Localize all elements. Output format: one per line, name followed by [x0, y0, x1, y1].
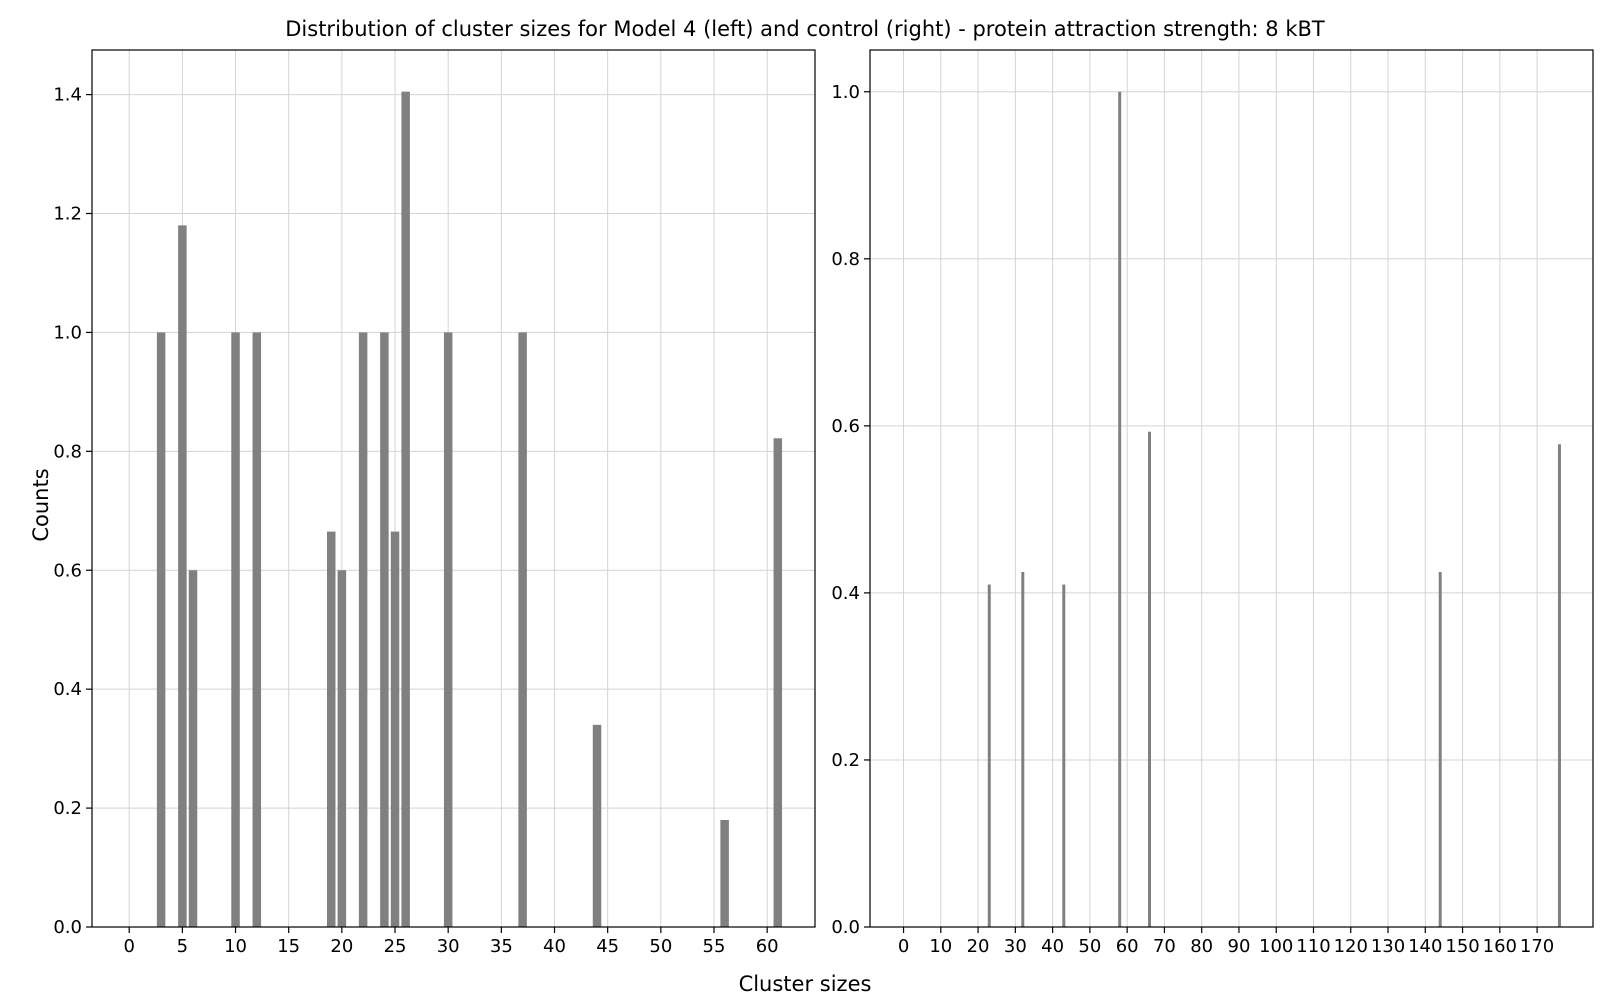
right-x-tick-label: 30: [1004, 936, 1027, 957]
right-x-tick-label: 80: [1190, 936, 1213, 957]
left-x-tick-label: 60: [756, 936, 779, 957]
right-x-tick-label: 70: [1153, 936, 1176, 957]
right-y-tick-label: 1.0: [831, 82, 860, 103]
left-axes-frame: [91, 49, 816, 928]
left-bar-5: [178, 225, 187, 927]
left-bar-25: [390, 531, 400, 927]
right-x-tick-label: 10: [929, 936, 952, 957]
left-x-tick-label: 5: [177, 936, 188, 957]
left-x-tick-label: 15: [277, 936, 300, 957]
left-bar-3: [156, 332, 166, 928]
left-x-tick-label: 0: [123, 936, 134, 957]
left-x-tick-label: 20: [330, 936, 353, 957]
right-y-tick-label: 0.0: [831, 917, 860, 938]
right-x-tick-label: 60: [1116, 936, 1139, 957]
left-bar-26: [401, 91, 410, 927]
left-y-tick-label: 0.4: [53, 679, 82, 700]
right-x-tick-label: 20: [967, 936, 990, 957]
left-panel: 0 5 10 15 20 25 30 35 40 45 50 55 60 0.0 0.2 0.4 0.6 0.8 1…: [53, 49, 816, 957]
right-x-tick-label: 140: [1408, 936, 1442, 957]
left-bar-10: [231, 332, 240, 928]
x-axis-label: Cluster sizes: [739, 972, 872, 996]
left-y-tick-label: 1.4: [53, 85, 82, 106]
figure-title: Distribution of cluster sizes for Model …: [285, 17, 1325, 41]
left-x-tick-label: 45: [596, 936, 619, 957]
right-x-tick-label: 160: [1483, 936, 1517, 957]
left-y-tick-label: 1.2: [53, 204, 82, 225]
right-bar-43: [1062, 584, 1066, 927]
left-y-tick-label: 1.0: [53, 322, 82, 343]
right-x-tick-label: 170: [1520, 936, 1554, 957]
right-x-tick-label: 90: [1228, 936, 1251, 957]
left-bar-6: [188, 570, 198, 927]
right-y-tick-label: 0.2: [831, 750, 860, 771]
right-bar-176: [1557, 444, 1561, 927]
right-y-tick-label: 0.6: [831, 416, 860, 437]
y-axis-label: Counts: [29, 468, 53, 541]
right-bar-58: [1118, 91, 1122, 927]
right-x-tick-label: 100: [1259, 936, 1293, 957]
left-x-tick-label: 55: [703, 936, 726, 957]
left-y-tick-label: 0.8: [53, 441, 82, 462]
left-bar-20: [337, 570, 347, 927]
left-x-tick-label: 10: [224, 936, 247, 957]
left-bar-12: [252, 332, 262, 928]
left-bar-22: [358, 332, 368, 928]
left-bar-44: [592, 724, 602, 927]
right-bar-144: [1438, 572, 1442, 927]
right-bar-66: [1148, 431, 1152, 927]
left-bar-30: [443, 332, 453, 928]
right-y-tick-label: 0.8: [831, 249, 860, 270]
left-y-tick-label: 0.6: [53, 560, 82, 581]
right-y-tick-label: 0.4: [831, 583, 860, 604]
right-x-tick-label: 110: [1296, 936, 1330, 957]
right-panel: 0 10 20 30 40 50 60 70 80 90 100 110 120 130 140 150 160…: [831, 49, 1594, 957]
left-y-tick-label: 0.2: [53, 798, 82, 819]
left-bar-37: [518, 332, 527, 928]
right-x-tick-label: 150: [1445, 936, 1479, 957]
left-bar-56: [720, 819, 729, 927]
left-x-tick-label: 40: [543, 936, 566, 957]
left-bar-24: [380, 332, 389, 928]
right-x-tick-label: 50: [1078, 936, 1101, 957]
left-x-tick-label: 50: [649, 936, 672, 957]
left-bar-61: [773, 438, 783, 927]
left-bar-19: [326, 531, 336, 927]
left-x-tick-label: 25: [384, 936, 407, 957]
right-axes-frame: [869, 49, 1594, 928]
right-x-tick-label: 130: [1371, 936, 1405, 957]
left-x-tick-label: 30: [437, 936, 460, 957]
left-y-tick-label: 0.0: [53, 917, 82, 938]
right-x-tick-label: 120: [1334, 936, 1368, 957]
right-bar-32: [1021, 572, 1025, 927]
right-x-tick-label: 40: [1041, 936, 1064, 957]
left-x-tick-label: 35: [490, 936, 513, 957]
right-x-tick-label: 0: [898, 936, 909, 957]
right-bar-23: [987, 584, 991, 927]
